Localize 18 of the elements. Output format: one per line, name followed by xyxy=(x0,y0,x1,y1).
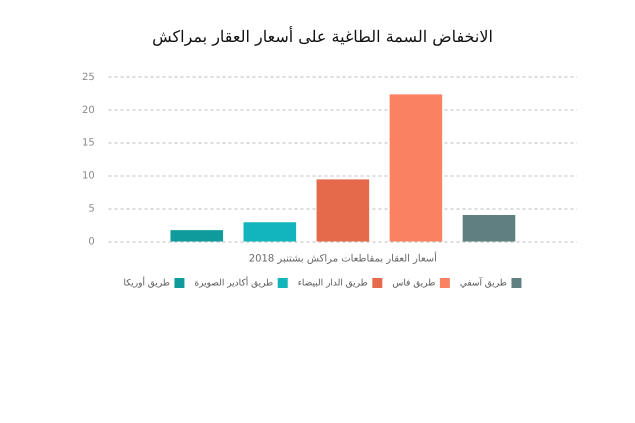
x-tick-label: أسعار العقار بمقاطعات مراكش بشتنبر 2018 xyxy=(248,252,438,265)
y-tick-label: 10 xyxy=(82,170,95,182)
legend-label: طريق أوريكا xyxy=(124,276,170,288)
bar xyxy=(316,179,370,242)
legend-label: طريق آسفي xyxy=(460,276,507,288)
y-tick-label: 0 xyxy=(88,236,95,248)
legend-label: طريق فاس xyxy=(392,278,436,288)
bar xyxy=(390,94,442,242)
y-tick-label: 25 xyxy=(82,72,95,83)
legend-label: طريق الدار البيضاء xyxy=(298,278,368,288)
y-tick-label: 15 xyxy=(82,138,95,149)
chart-title: الانخفاض السمة الطاغية على أسعار العقار بمراكش xyxy=(152,26,493,46)
legend-label: طريق أكادير الصويرة xyxy=(194,276,274,288)
y-tick-label: 20 xyxy=(82,104,95,116)
bar xyxy=(170,230,224,242)
bar xyxy=(244,222,296,242)
y-tick-label: 5 xyxy=(88,204,95,215)
bar xyxy=(462,214,516,242)
